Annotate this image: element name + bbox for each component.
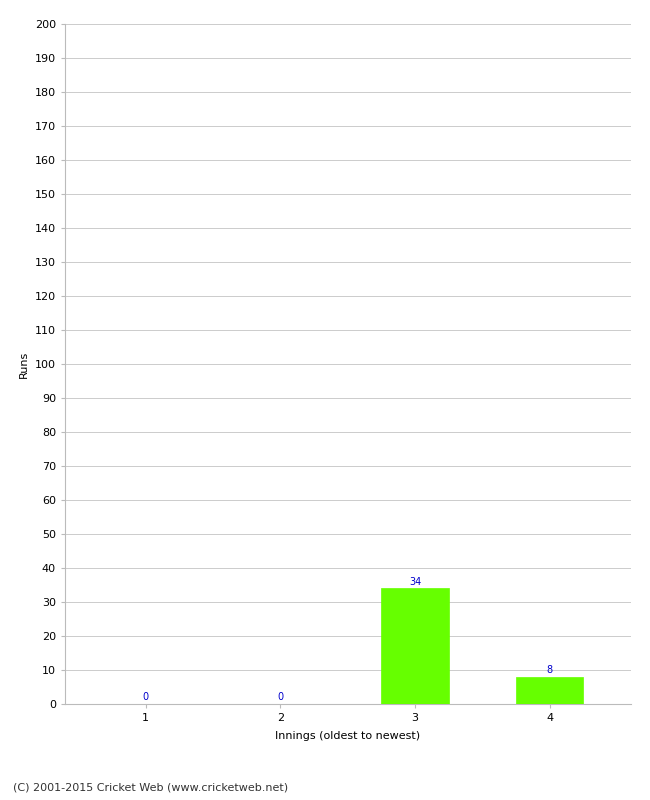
Text: (C) 2001-2015 Cricket Web (www.cricketweb.net): (C) 2001-2015 Cricket Web (www.cricketwe… [13,782,288,792]
Text: 0: 0 [143,692,149,702]
Bar [382,589,448,704]
Text: 34: 34 [409,577,421,586]
Text: 8: 8 [547,665,552,675]
X-axis label: Innings (oldest to newest): Innings (oldest to newest) [275,731,421,742]
Text: 0: 0 [278,692,283,702]
Bar [516,677,584,704]
Y-axis label: Runs: Runs [20,350,29,378]
